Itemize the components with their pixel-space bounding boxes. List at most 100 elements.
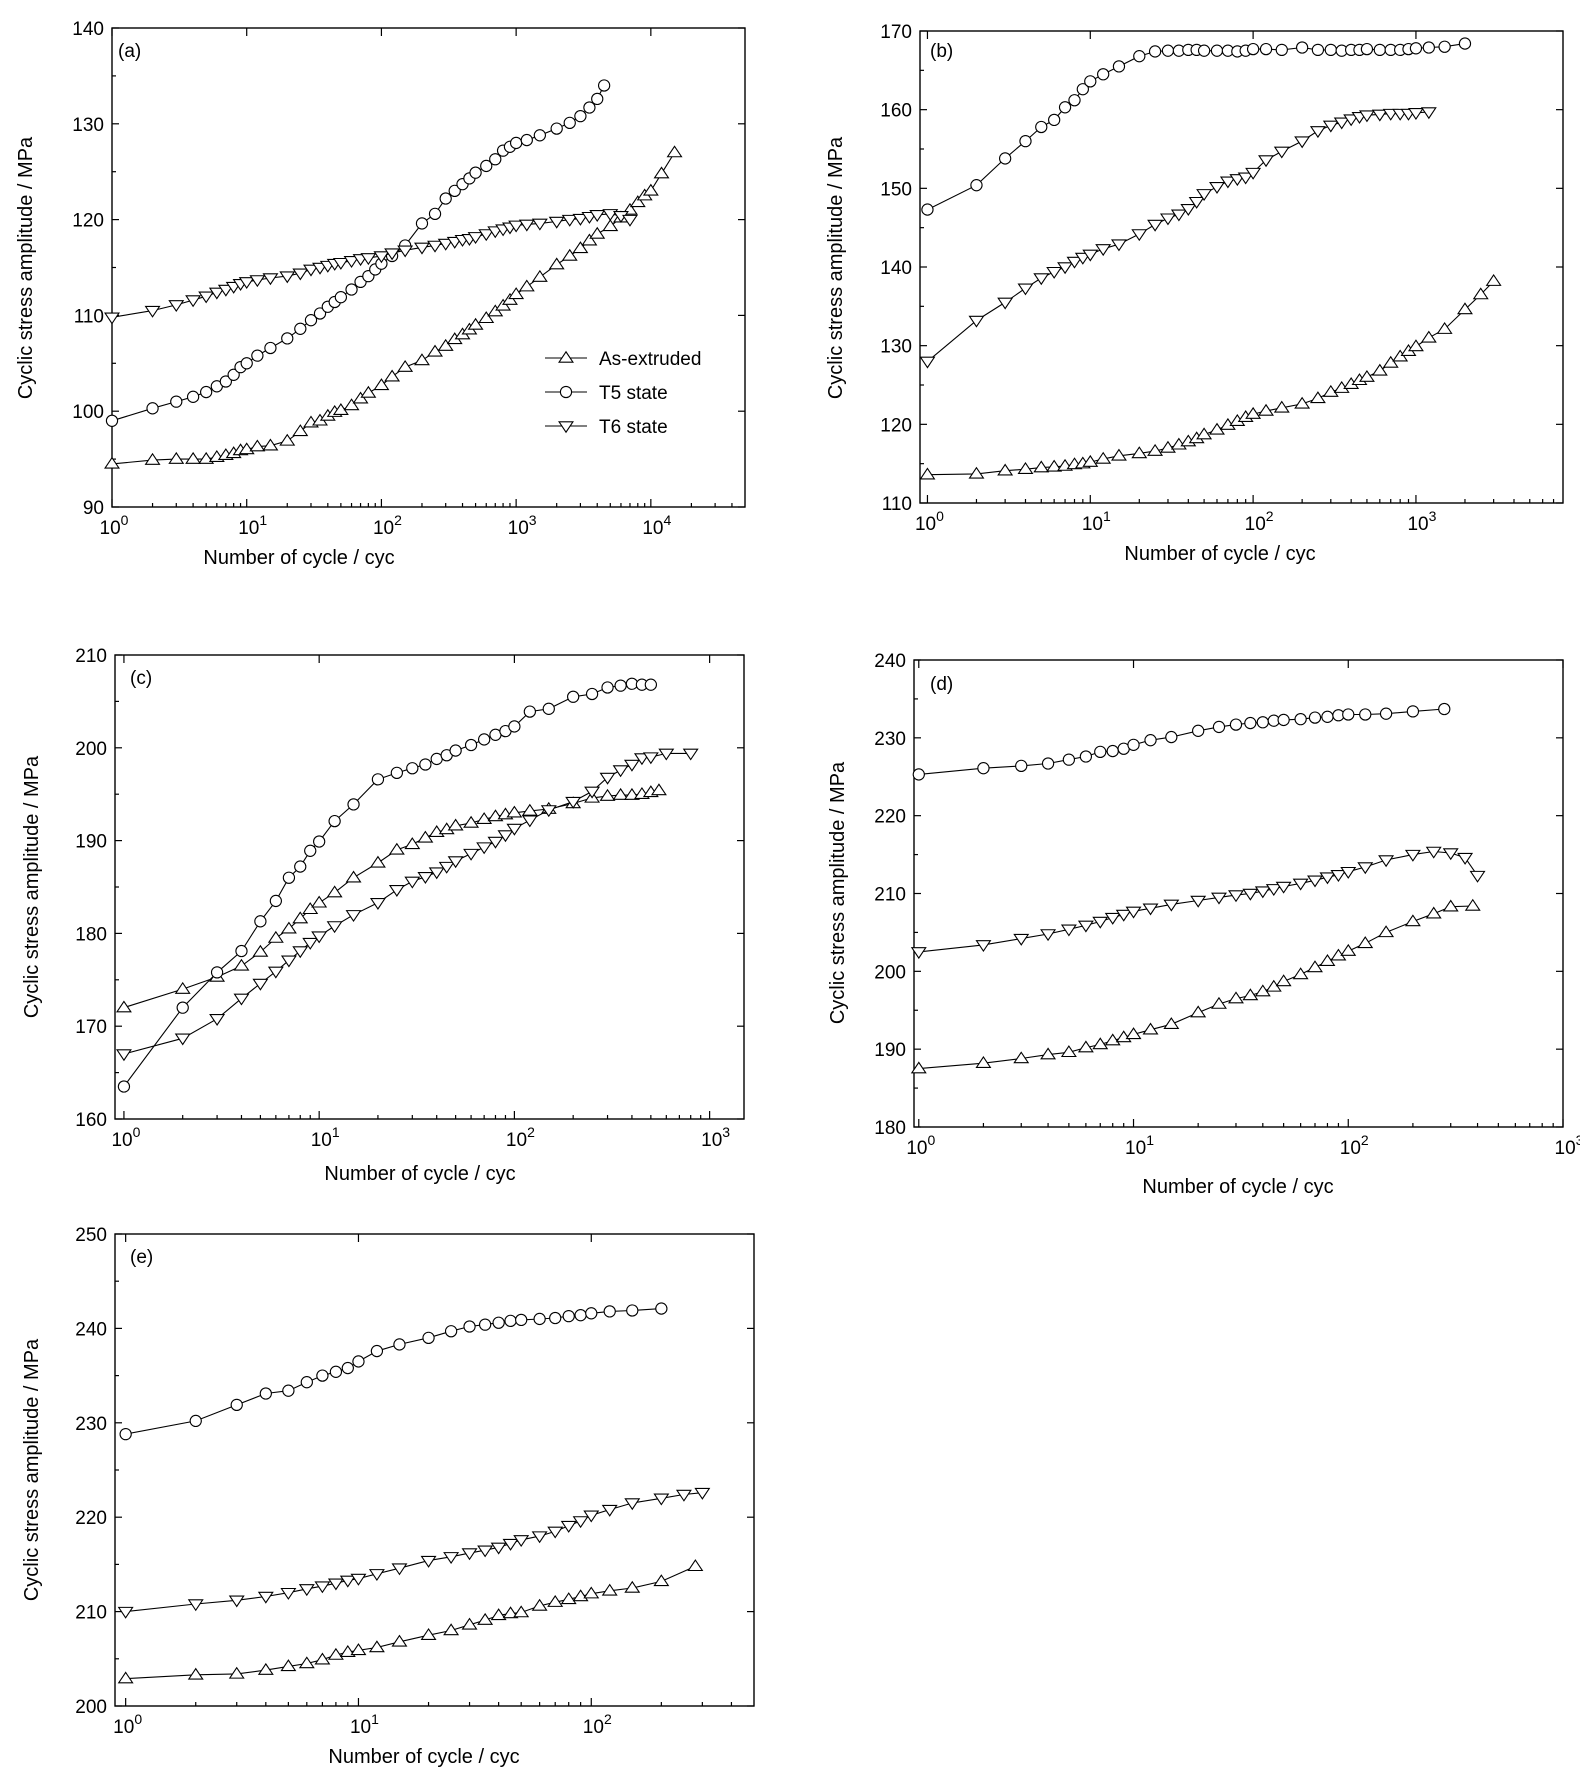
y-tick-label: 140 bbox=[880, 258, 912, 279]
data-point-circle bbox=[428, 207, 442, 221]
legend-label: As-extruded bbox=[599, 349, 701, 370]
data-point-triangle-up bbox=[624, 1580, 641, 1593]
panel-label: (b) bbox=[930, 41, 953, 62]
y-tick-label: 210 bbox=[75, 1603, 107, 1624]
y-tick-label: 120 bbox=[72, 211, 104, 232]
data-point-triangle-up bbox=[572, 241, 589, 254]
data-point-triangle-down bbox=[531, 1531, 548, 1544]
data-point-triangle-down bbox=[565, 796, 582, 809]
x-tick-label: 101 bbox=[1082, 508, 1111, 535]
data-point-triangle-down bbox=[521, 815, 538, 828]
data-point-triangle-down bbox=[437, 238, 454, 251]
data-point-triangle-up bbox=[1371, 363, 1388, 376]
data-point-triangle-down bbox=[252, 978, 269, 991]
x-tick-label: 103 bbox=[1407, 508, 1436, 535]
series-line bbox=[927, 111, 1429, 362]
data-point-circle bbox=[1112, 60, 1126, 73]
data-point-circle bbox=[1035, 120, 1048, 134]
data-point-triangle-up bbox=[490, 1608, 507, 1621]
data-point-triangle-down bbox=[420, 1555, 437, 1568]
data-point-circle bbox=[230, 1398, 243, 1412]
data-point-triangle-up bbox=[1196, 427, 1213, 440]
data-point-circle bbox=[626, 1304, 639, 1317]
data-point-triangle-down bbox=[602, 209, 619, 222]
data-point-triangle-up bbox=[1142, 1022, 1159, 1035]
data-point-triangle-up bbox=[1357, 936, 1374, 949]
data-point-triangle-down bbox=[548, 216, 565, 229]
y-tick-label: 210 bbox=[874, 885, 906, 906]
data-point-triangle-down bbox=[531, 218, 548, 231]
data-point-triangle-up bbox=[560, 1592, 577, 1605]
data-point-circle bbox=[1409, 42, 1423, 55]
data-point-triangle-down bbox=[447, 856, 464, 869]
data-point-circle bbox=[597, 79, 611, 92]
data-point-triangle-down bbox=[633, 753, 650, 766]
data-point-triangle-down bbox=[1190, 895, 1207, 908]
data-point-triangle-down bbox=[623, 759, 640, 772]
data-point-triangle-up bbox=[508, 287, 525, 300]
data-point-triangle-up bbox=[144, 452, 161, 465]
data-point-triangle-up bbox=[1147, 443, 1164, 456]
data-point-triangle-down bbox=[391, 1563, 408, 1576]
data-point-circle bbox=[1277, 713, 1290, 727]
data-point-circle bbox=[313, 835, 326, 848]
data-point-circle bbox=[1019, 134, 1032, 148]
data-point-triangle-up bbox=[1436, 321, 1453, 334]
data-point-circle bbox=[235, 944, 248, 958]
data-point-triangle-down bbox=[1425, 846, 1442, 859]
data-point-triangle-down bbox=[1382, 108, 1399, 121]
data-point-triangle-down bbox=[547, 1526, 564, 1539]
data-point-triangle-down bbox=[1275, 881, 1292, 894]
data-point-triangle-down bbox=[369, 898, 386, 910]
data-point-triangle-down bbox=[490, 1542, 507, 1555]
data-point-triangle-down bbox=[1060, 924, 1077, 937]
data-point-circle bbox=[1076, 83, 1089, 96]
data-point-triangle-down bbox=[968, 315, 985, 328]
data-point-circle bbox=[1106, 744, 1119, 758]
data-point-triangle-down bbox=[919, 356, 936, 369]
data-point-triangle-up bbox=[1407, 339, 1424, 352]
data-point-circle bbox=[1311, 43, 1325, 57]
data-point-triangle-down bbox=[502, 1538, 519, 1551]
data-point-circle bbox=[504, 1314, 517, 1327]
data-point-circle bbox=[533, 1312, 546, 1326]
data-point-circle bbox=[1062, 753, 1076, 766]
data-point-circle bbox=[542, 702, 555, 715]
series-t6-state bbox=[910, 846, 1486, 960]
data-point-triangle-down bbox=[326, 921, 343, 934]
y-tick-label: 210 bbox=[75, 646, 107, 667]
data-point-triangle-down bbox=[1017, 283, 1034, 296]
data-point-triangle-down bbox=[228, 1595, 245, 1608]
data-point-circle bbox=[1197, 44, 1211, 57]
data-point-triangle-down bbox=[1209, 181, 1225, 194]
data-point-triangle-down bbox=[1442, 848, 1459, 861]
data-point-triangle-down bbox=[1245, 167, 1262, 180]
data-point-circle bbox=[644, 678, 658, 691]
data-point-triangle-down bbox=[1319, 872, 1336, 885]
data-point-triangle-down bbox=[350, 1573, 367, 1586]
x-tick-label: 101 bbox=[350, 1711, 379, 1738]
data-point-triangle-down bbox=[572, 213, 589, 226]
data-point-triangle-up bbox=[599, 788, 616, 801]
data-point-triangle-up bbox=[1294, 396, 1311, 409]
data-point-triangle-down bbox=[675, 1489, 692, 1502]
data-point-triangle-up bbox=[280, 1659, 297, 1672]
series-t6-state bbox=[104, 209, 638, 325]
data-point-circle bbox=[1373, 43, 1386, 57]
data-point-triangle-down bbox=[115, 1049, 132, 1062]
data-point-triangle-up bbox=[1110, 448, 1127, 461]
data-point-triangle-up bbox=[463, 815, 480, 828]
data-point-circle bbox=[1295, 41, 1309, 54]
series-as-extruded bbox=[115, 783, 667, 1013]
series-as-extruded bbox=[910, 898, 1481, 1074]
data-point-triangle-down bbox=[642, 752, 659, 765]
data-point-triangle-up bbox=[384, 369, 401, 382]
data-point-triangle-down bbox=[428, 867, 445, 880]
data-point-triangle-down bbox=[1330, 870, 1347, 883]
data-point-circle bbox=[515, 1313, 528, 1327]
data-point-circle bbox=[523, 705, 537, 718]
data-point-circle bbox=[549, 1311, 562, 1325]
data-point-triangle-up bbox=[589, 226, 606, 239]
data-point-triangle-down bbox=[506, 823, 523, 836]
